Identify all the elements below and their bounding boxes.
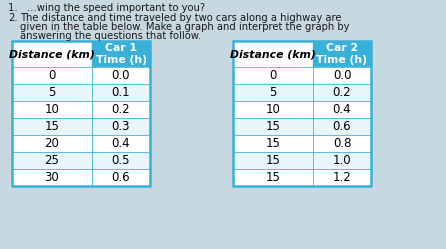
Text: 1.2: 1.2 — [333, 171, 351, 184]
FancyBboxPatch shape — [12, 118, 92, 135]
Text: The distance and time traveled by two cars along a highway are: The distance and time traveled by two ca… — [20, 13, 342, 23]
Text: 0: 0 — [269, 69, 277, 82]
Text: 0.5: 0.5 — [112, 154, 130, 167]
Text: 10: 10 — [265, 103, 281, 116]
FancyBboxPatch shape — [12, 135, 92, 152]
Text: 0.2: 0.2 — [112, 103, 130, 116]
Text: Distance (km): Distance (km) — [9, 49, 95, 59]
Text: answering the questions that follow.: answering the questions that follow. — [20, 31, 201, 41]
Text: 25: 25 — [45, 154, 59, 167]
FancyBboxPatch shape — [233, 84, 313, 101]
Text: 0.6: 0.6 — [112, 171, 130, 184]
Text: given in the table below. Make a graph and interpret the graph by: given in the table below. Make a graph a… — [20, 22, 350, 32]
FancyBboxPatch shape — [92, 118, 150, 135]
Text: 20: 20 — [45, 137, 59, 150]
FancyBboxPatch shape — [313, 67, 371, 84]
Text: 0.0: 0.0 — [112, 69, 130, 82]
FancyBboxPatch shape — [233, 135, 313, 152]
FancyBboxPatch shape — [12, 169, 92, 186]
Text: 0.4: 0.4 — [333, 103, 351, 116]
FancyBboxPatch shape — [313, 135, 371, 152]
FancyBboxPatch shape — [92, 101, 150, 118]
FancyBboxPatch shape — [92, 135, 150, 152]
Text: 0.3: 0.3 — [112, 120, 130, 133]
FancyBboxPatch shape — [313, 152, 371, 169]
FancyBboxPatch shape — [12, 67, 92, 84]
Text: 30: 30 — [45, 171, 59, 184]
FancyBboxPatch shape — [233, 41, 313, 67]
FancyBboxPatch shape — [313, 84, 371, 101]
FancyBboxPatch shape — [233, 67, 313, 84]
FancyBboxPatch shape — [233, 101, 313, 118]
Text: Car 2
Time (h): Car 2 Time (h) — [317, 43, 368, 65]
FancyBboxPatch shape — [233, 152, 313, 169]
Text: 15: 15 — [265, 120, 281, 133]
Text: 0.4: 0.4 — [112, 137, 130, 150]
FancyBboxPatch shape — [92, 84, 150, 101]
FancyBboxPatch shape — [313, 41, 371, 67]
Text: 0.0: 0.0 — [333, 69, 351, 82]
Text: 0: 0 — [48, 69, 56, 82]
Text: 15: 15 — [45, 120, 59, 133]
FancyBboxPatch shape — [313, 101, 371, 118]
Text: 0.8: 0.8 — [333, 137, 351, 150]
Text: Car 1
Time (h): Car 1 Time (h) — [95, 43, 146, 65]
Text: Distance (km): Distance (km) — [230, 49, 316, 59]
Text: 15: 15 — [265, 171, 281, 184]
Text: 15: 15 — [265, 154, 281, 167]
FancyBboxPatch shape — [12, 152, 92, 169]
FancyBboxPatch shape — [313, 169, 371, 186]
Text: 5: 5 — [269, 86, 277, 99]
Text: 0.1: 0.1 — [112, 86, 130, 99]
FancyBboxPatch shape — [233, 118, 313, 135]
Text: 1.0: 1.0 — [333, 154, 351, 167]
Text: 10: 10 — [45, 103, 59, 116]
Text: 0.6: 0.6 — [333, 120, 351, 133]
FancyBboxPatch shape — [12, 84, 92, 101]
Text: 1.   ...wing the speed important to you?: 1. ...wing the speed important to you? — [8, 3, 205, 13]
FancyBboxPatch shape — [92, 67, 150, 84]
FancyBboxPatch shape — [233, 169, 313, 186]
Text: 5: 5 — [48, 86, 56, 99]
FancyBboxPatch shape — [92, 41, 150, 67]
FancyBboxPatch shape — [12, 41, 92, 67]
Text: 0.2: 0.2 — [333, 86, 351, 99]
FancyBboxPatch shape — [313, 118, 371, 135]
FancyBboxPatch shape — [92, 152, 150, 169]
Text: 15: 15 — [265, 137, 281, 150]
Text: 2.: 2. — [8, 13, 18, 23]
FancyBboxPatch shape — [92, 169, 150, 186]
FancyBboxPatch shape — [12, 101, 92, 118]
